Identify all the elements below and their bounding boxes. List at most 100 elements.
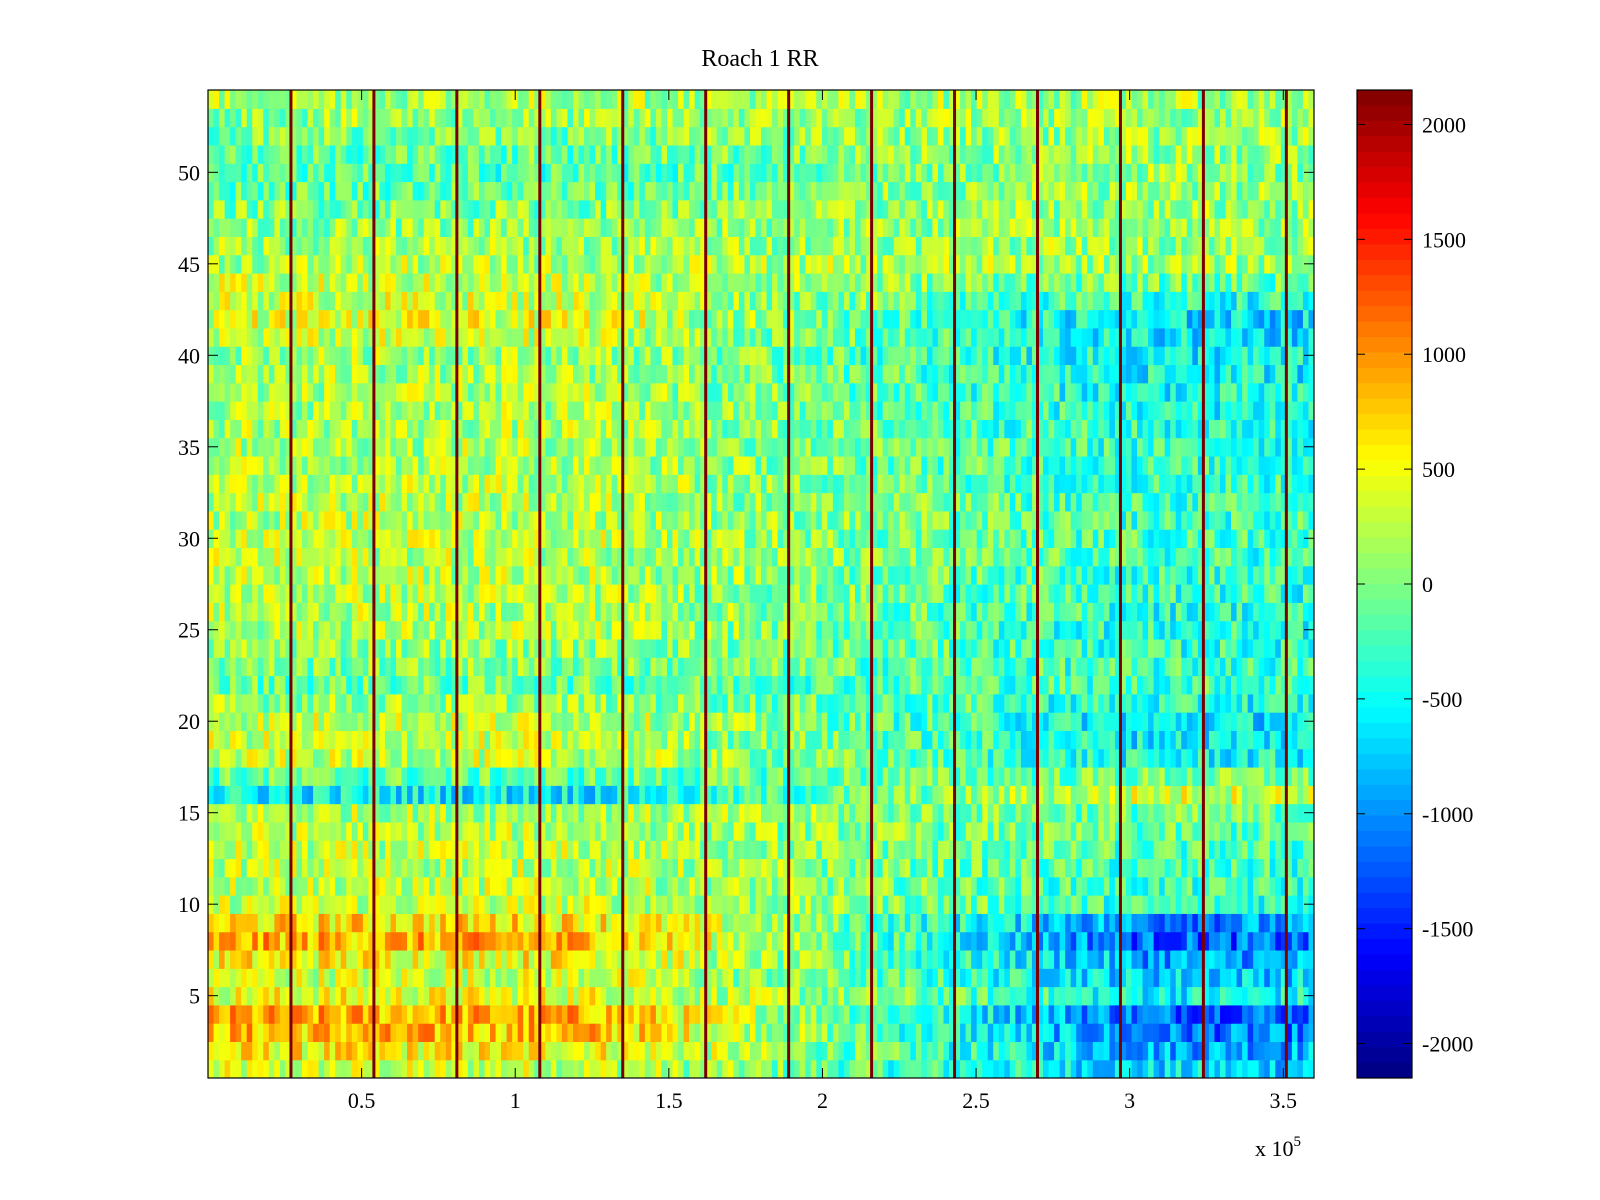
heatmap-cell bbox=[744, 895, 751, 914]
heatmap-cell bbox=[1236, 620, 1243, 640]
heatmap-cell bbox=[423, 876, 430, 896]
heatmap-cell bbox=[949, 876, 956, 896]
heatmap-cell bbox=[722, 748, 729, 768]
heatmap-cell bbox=[1186, 657, 1193, 677]
heatmap-cell bbox=[1004, 1004, 1011, 1024]
heatmap-cell bbox=[1120, 1023, 1127, 1043]
heatmap-cell bbox=[1098, 675, 1105, 695]
heatmap-cell bbox=[440, 1041, 447, 1061]
heatmap-cell bbox=[755, 675, 762, 695]
heatmap-cell bbox=[965, 876, 972, 896]
heatmap-cell bbox=[1125, 821, 1133, 841]
heatmap-cell bbox=[302, 803, 309, 823]
heatmap-cell bbox=[1236, 1041, 1243, 1061]
heatmap-cell bbox=[1214, 620, 1221, 640]
heatmap-cell bbox=[777, 1023, 784, 1043]
heatmap-cell bbox=[545, 968, 552, 988]
heatmap-cell bbox=[1092, 785, 1099, 805]
heatmap-cell bbox=[1031, 620, 1039, 640]
heatmap-cell bbox=[1076, 858, 1083, 878]
heatmap-cell bbox=[285, 876, 292, 896]
heatmap-cell bbox=[788, 986, 795, 1006]
heatmap-cell bbox=[1236, 931, 1243, 951]
heatmap-cell bbox=[1181, 1004, 1188, 1024]
heatmap-cell bbox=[755, 712, 762, 731]
heatmap-cell bbox=[816, 748, 823, 768]
heatmap-cell bbox=[1137, 657, 1144, 677]
heatmap-cell bbox=[904, 748, 911, 768]
heatmap-cell bbox=[705, 730, 712, 750]
heatmap-cell bbox=[1037, 986, 1044, 1006]
heatmap-cell bbox=[279, 840, 287, 860]
heatmap-cell bbox=[1059, 986, 1066, 1006]
heatmap-cell bbox=[788, 840, 795, 860]
heatmap-cell bbox=[440, 1023, 447, 1043]
heatmap-cell bbox=[1026, 1041, 1033, 1061]
heatmap-cell bbox=[1153, 913, 1160, 933]
heatmap-cell bbox=[689, 620, 696, 640]
heatmap-cell bbox=[661, 803, 668, 823]
heatmap-cell bbox=[313, 931, 320, 951]
heatmap-cell bbox=[838, 858, 845, 878]
heatmap-cell bbox=[960, 1004, 967, 1024]
heatmap-cell bbox=[274, 620, 281, 640]
heatmap-cell bbox=[523, 693, 530, 713]
heatmap-cell bbox=[473, 840, 480, 860]
heatmap-cell bbox=[1297, 968, 1304, 988]
heatmap-cell bbox=[694, 858, 701, 878]
heatmap-cell bbox=[1291, 693, 1299, 713]
heatmap-cell bbox=[1098, 657, 1105, 677]
heatmap-cell bbox=[622, 858, 629, 878]
heatmap-cell bbox=[390, 931, 397, 951]
heatmap-cell bbox=[539, 657, 546, 677]
heatmap-cell bbox=[644, 693, 651, 713]
heatmap-cell bbox=[235, 1041, 242, 1061]
heatmap-cell bbox=[1037, 1004, 1044, 1024]
heatmap-cell bbox=[1142, 712, 1149, 731]
heatmap-cell bbox=[1197, 712, 1204, 731]
heatmap-cell bbox=[595, 968, 602, 988]
heatmap-cell bbox=[329, 931, 336, 951]
heatmap-cell bbox=[921, 876, 928, 896]
heatmap-cell bbox=[1242, 730, 1249, 750]
heatmap-cell bbox=[384, 876, 392, 896]
heatmap-cell bbox=[550, 1041, 557, 1061]
heatmap-cell bbox=[401, 821, 408, 841]
heatmap-cell bbox=[711, 803, 718, 823]
heatmap-cell bbox=[313, 876, 320, 896]
heatmap-cell bbox=[324, 620, 331, 640]
heatmap-cell bbox=[1208, 1041, 1216, 1061]
heatmap-cell bbox=[1242, 858, 1249, 878]
heatmap-cell bbox=[224, 1023, 231, 1043]
heatmap-cell bbox=[1219, 693, 1227, 713]
heatmap-cell bbox=[362, 693, 369, 713]
heatmap-cell bbox=[949, 913, 956, 933]
heatmap-cell bbox=[362, 931, 369, 951]
heatmap-cell bbox=[1142, 730, 1149, 750]
heatmap-cell bbox=[783, 986, 790, 1006]
heatmap-cell bbox=[263, 803, 270, 823]
heatmap-cell bbox=[1020, 949, 1028, 969]
heatmap-cell bbox=[722, 730, 729, 750]
heatmap-cell bbox=[954, 748, 961, 768]
heatmap-cell bbox=[357, 876, 364, 896]
heatmap-cell bbox=[838, 803, 845, 823]
heatmap-cell bbox=[423, 931, 430, 951]
heatmap-cell bbox=[606, 931, 613, 951]
heatmap-cell bbox=[462, 986, 469, 1006]
heatmap-cell bbox=[1131, 876, 1138, 896]
heatmap-cell bbox=[296, 766, 303, 786]
heatmap-cell bbox=[1264, 766, 1271, 786]
heatmap-cell bbox=[794, 931, 801, 951]
heatmap-cell bbox=[1048, 693, 1055, 713]
heatmap-cell bbox=[998, 657, 1005, 677]
heatmap-cell bbox=[556, 620, 563, 640]
heatmap-cell bbox=[871, 712, 878, 731]
heatmap-cell bbox=[633, 657, 640, 677]
heatmap-cell bbox=[982, 821, 989, 841]
heatmap-cell bbox=[1037, 840, 1044, 860]
heatmap-cell bbox=[561, 858, 569, 878]
heatmap-cell bbox=[1092, 766, 1099, 786]
heatmap-cell bbox=[1291, 895, 1299, 914]
heatmap-cell bbox=[633, 895, 640, 914]
